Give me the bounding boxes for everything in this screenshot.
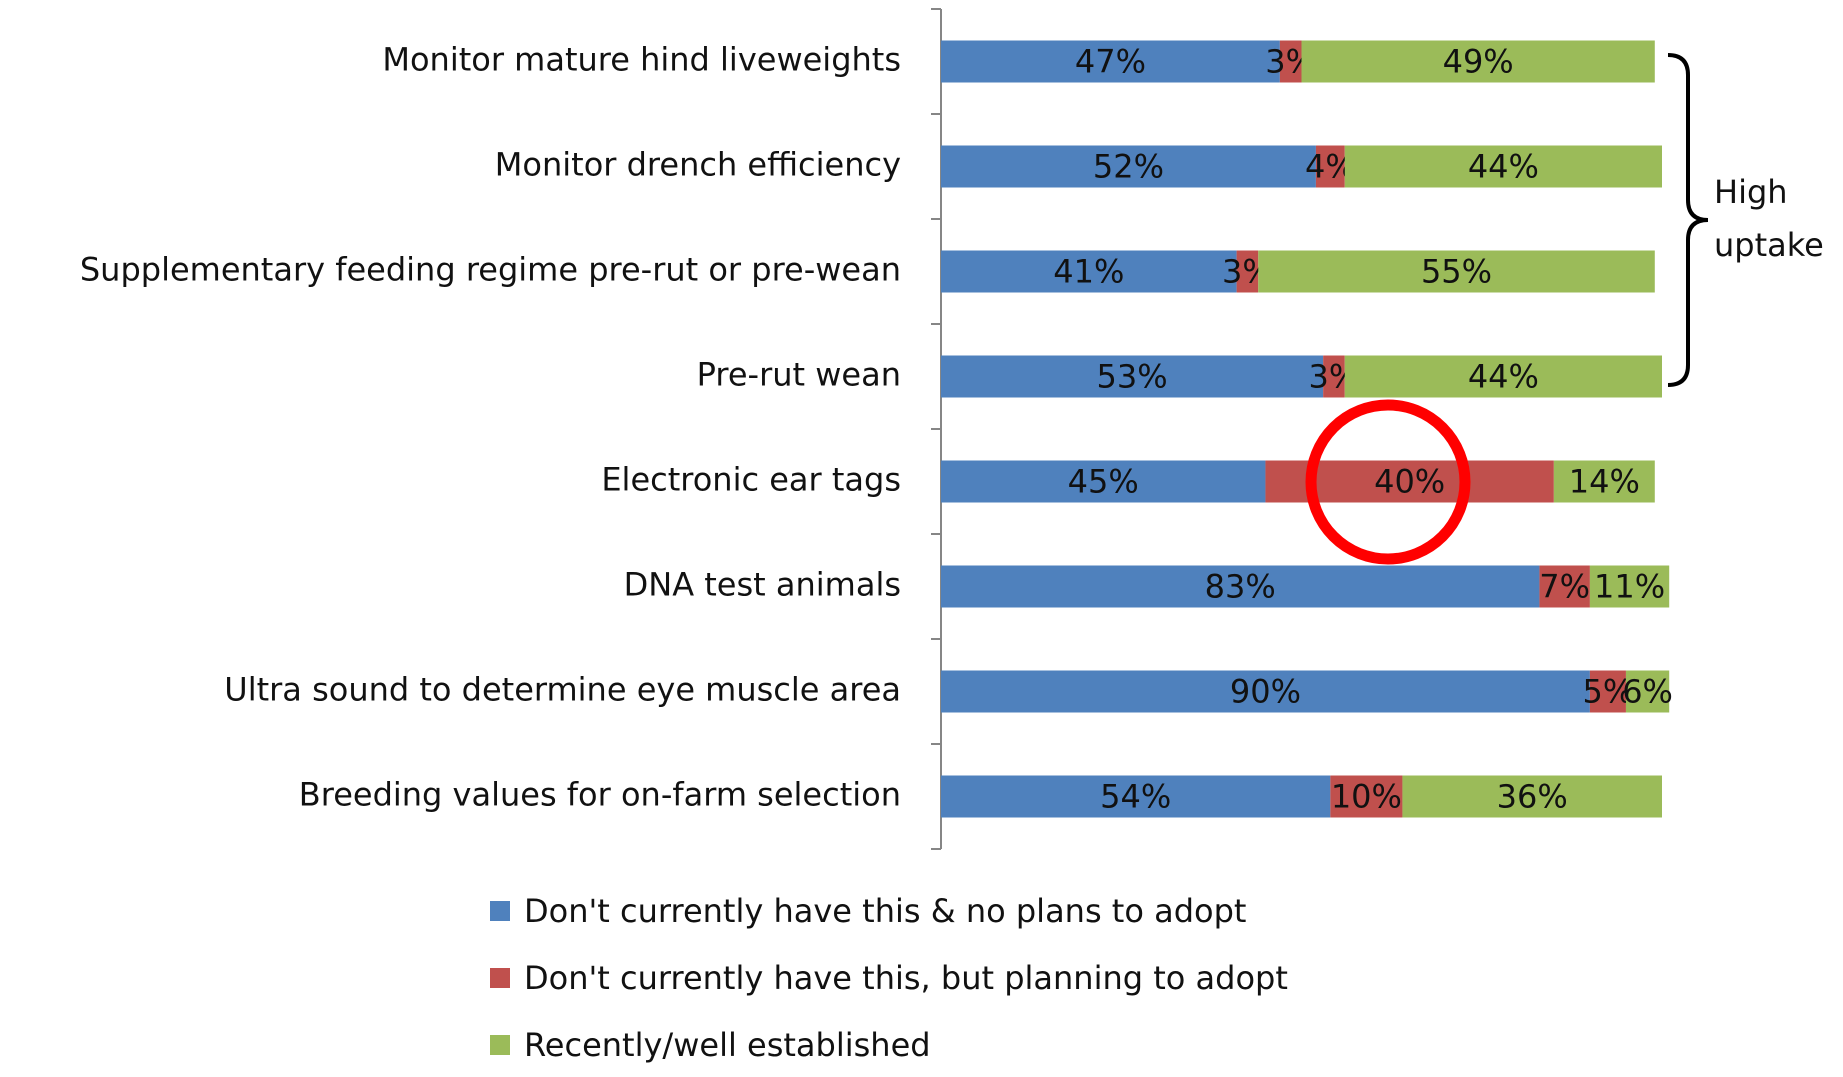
bar-segment xyxy=(1539,565,1590,608)
bar-segment xyxy=(1323,355,1345,398)
bar-segment xyxy=(1344,145,1662,188)
category-label: Monitor mature hind liveweights xyxy=(382,41,901,79)
data-label: 36% xyxy=(1497,778,1568,816)
legend-label: Don't currently have this, but planning … xyxy=(524,959,1288,997)
bar-segment xyxy=(941,460,1266,503)
annotation-text: High xyxy=(1714,173,1788,211)
bar-segment xyxy=(1315,145,1345,188)
legend-swatch xyxy=(490,1035,510,1055)
bar-segment xyxy=(941,40,1280,83)
bar-segment xyxy=(941,670,1590,713)
bar-segment xyxy=(1625,670,1670,713)
category-label: Ultra sound to determine eye muscle area xyxy=(224,671,901,709)
highlight-circle xyxy=(1305,399,1471,565)
category-label: Monitor drench efficiency xyxy=(495,146,901,184)
bar-segment xyxy=(1301,40,1655,83)
data-label: 45% xyxy=(1068,463,1139,501)
brace xyxy=(1667,53,1709,387)
data-label: 44% xyxy=(1468,358,1539,396)
bar-segment xyxy=(1402,775,1662,818)
data-label: 10% xyxy=(1331,778,1402,816)
data-label: 41% xyxy=(1053,253,1124,291)
data-label: 54% xyxy=(1100,778,1171,816)
bar-segment xyxy=(1589,565,1670,608)
bar-segment xyxy=(941,775,1331,818)
data-label: 5% xyxy=(1583,673,1634,711)
bar-segment xyxy=(1330,775,1403,818)
data-label: 40% xyxy=(1374,463,1445,501)
data-label: 55% xyxy=(1421,253,1492,291)
data-label: 44% xyxy=(1468,148,1539,186)
data-label: 47% xyxy=(1075,43,1146,81)
data-label: 14% xyxy=(1569,463,1640,501)
bar-segment xyxy=(941,355,1324,398)
data-label: 83% xyxy=(1205,568,1276,606)
data-label: 52% xyxy=(1093,148,1164,186)
legend-label: Don't currently have this & no plans to … xyxy=(524,892,1246,930)
bar-segment xyxy=(1553,460,1655,503)
category-label: Pre-rut wean xyxy=(697,356,901,394)
category-label: Supplementary feeding regime pre-rut or … xyxy=(80,251,901,289)
bar-segment xyxy=(941,565,1540,608)
category-label: Electronic ear tags xyxy=(601,461,901,499)
bar-segment xyxy=(941,250,1237,293)
legend-label: Recently/well established xyxy=(524,1026,931,1064)
data-label: 11% xyxy=(1594,568,1665,606)
bar-segment xyxy=(1589,670,1626,713)
bar-segment xyxy=(1236,250,1259,293)
bar-segment xyxy=(1344,355,1662,398)
bar-segment xyxy=(1258,250,1655,293)
legend-swatch xyxy=(490,901,510,921)
category-label: DNA test animals xyxy=(624,566,901,604)
data-label: 49% xyxy=(1443,43,1514,81)
data-label: 53% xyxy=(1097,358,1168,396)
category-label: Breeding values for on-farm selection xyxy=(299,776,901,814)
annotation-text: uptake xyxy=(1714,226,1824,264)
data-label: 90% xyxy=(1230,673,1301,711)
bar-segment xyxy=(1279,40,1302,83)
legend-swatch xyxy=(490,968,510,988)
data-label: 6% xyxy=(1622,673,1673,711)
bar-segment xyxy=(941,145,1316,188)
data-label: 7% xyxy=(1539,568,1590,606)
